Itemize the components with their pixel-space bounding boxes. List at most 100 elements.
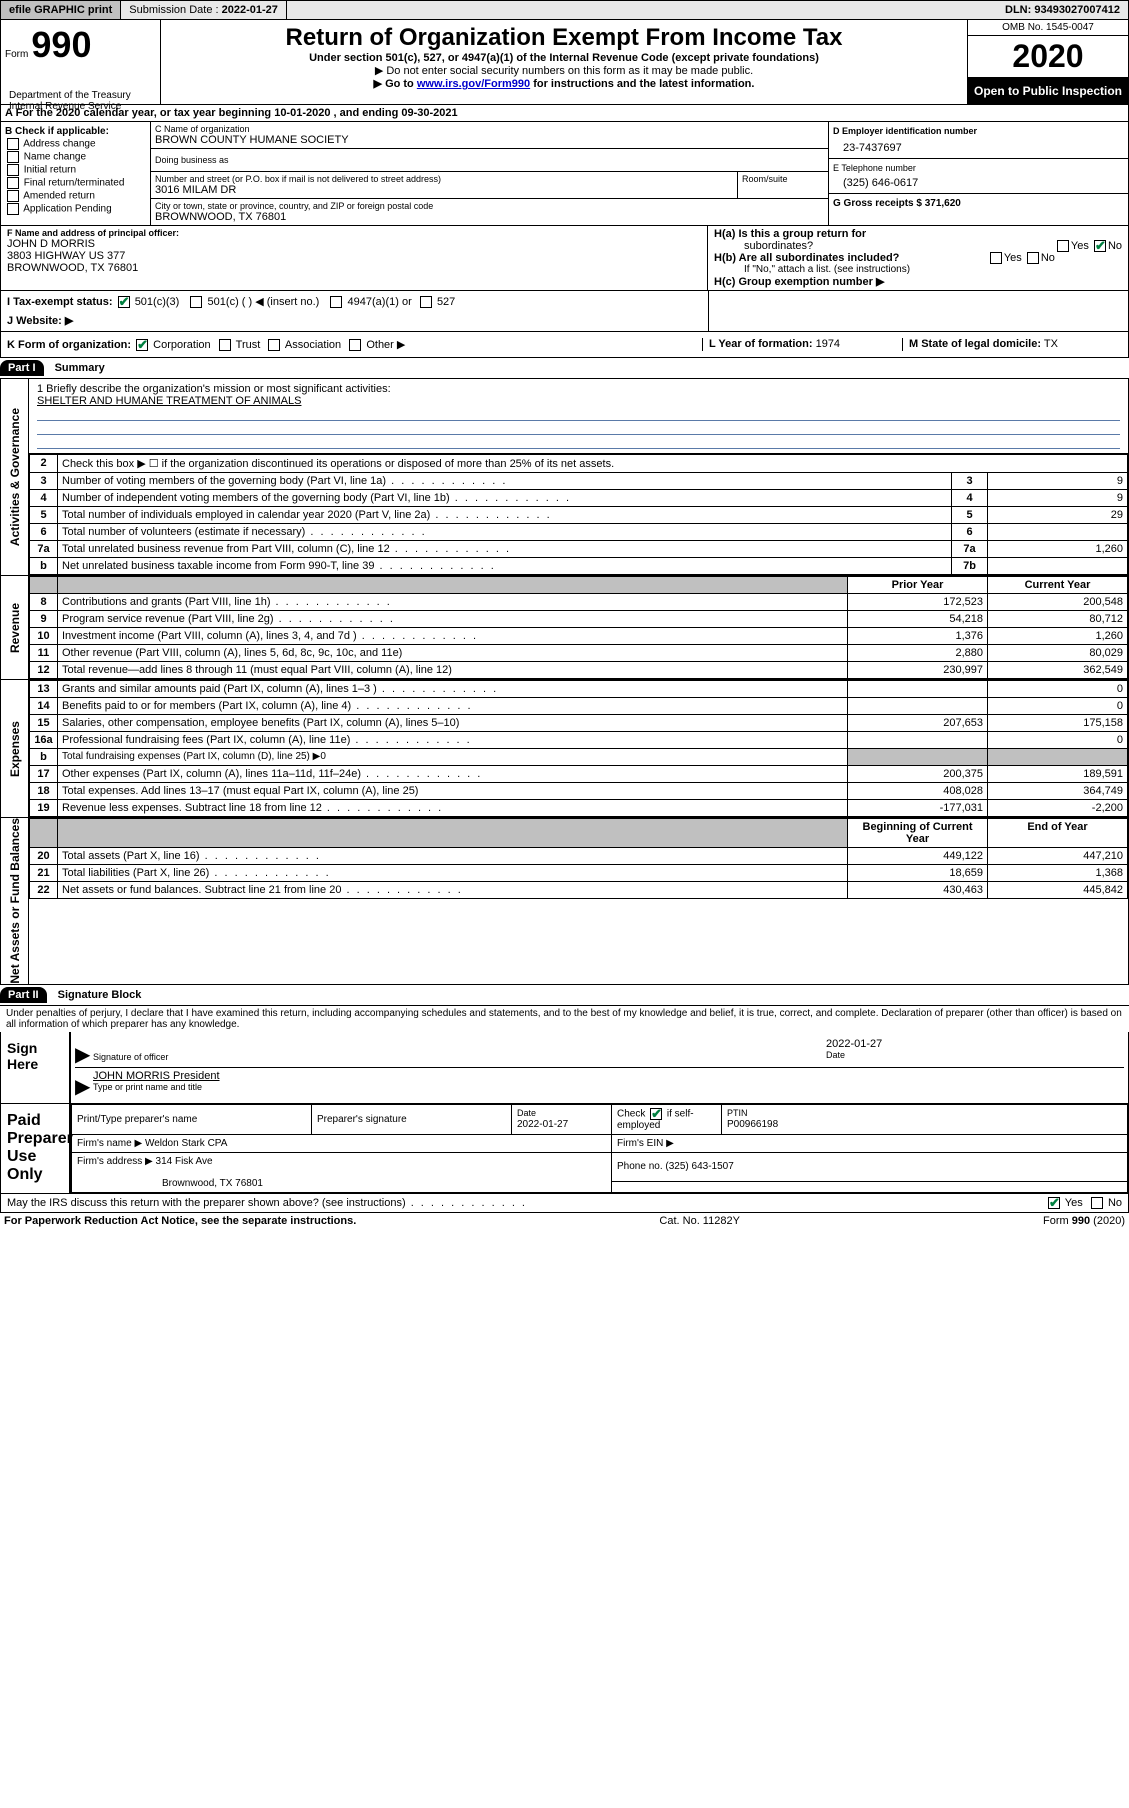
city-value: BROWNWOOD, TX 76801 (155, 211, 824, 223)
q1-label: 1 Briefly describe the organization's mi… (37, 383, 1120, 395)
box-c: C Name of organization BROWN COUNTY HUMA… (151, 122, 828, 225)
gov-row: 6Total number of volunteers (estimate if… (30, 524, 1128, 541)
footer-mid: Cat. No. 11282Y (659, 1215, 740, 1227)
form-number: 990 (31, 24, 91, 65)
exp-table: 13Grants and similar amounts paid (Part … (29, 680, 1128, 817)
gov-row: bNet unrelated business taxable income f… (30, 558, 1128, 575)
part1-title: Summary (47, 362, 105, 374)
omb-number: OMB No. 1545-0047 (968, 20, 1128, 36)
exp-row: bTotal fundraising expenses (Part IX, co… (30, 749, 1128, 766)
year-header-row: Prior YearCurrent Year (30, 577, 1128, 594)
part1-header-row: Part I Summary (0, 358, 1129, 379)
chk-final[interactable]: Final return/terminated (5, 177, 146, 189)
street-label: Number and street (or P.O. box if mail i… (155, 174, 733, 184)
q1-value: SHELTER AND HUMANE TREATMENT OF ANIMALS (37, 395, 1120, 407)
chk-initial[interactable]: Initial return (5, 164, 146, 176)
website-line: J Website: ▶ (7, 314, 702, 327)
chk-assoc[interactable] (268, 339, 280, 351)
rev-row: 10Investment income (Part VIII, column (… (30, 628, 1128, 645)
chk-other[interactable] (349, 339, 361, 351)
tax-year: 2020 (968, 36, 1128, 78)
officer-block: F Name and address of principal officer:… (1, 226, 708, 290)
phone-block: E Telephone number (325) 646-0617 (829, 159, 1128, 194)
sig-name-value: JOHN MORRIS President (93, 1070, 1122, 1082)
rule3 (37, 435, 1120, 449)
sig-officer-field: Signature of officer (91, 1036, 824, 1067)
discuss-no[interactable] (1091, 1197, 1103, 1209)
footer-left: For Paperwork Reduction Act Notice, see … (4, 1215, 356, 1227)
note2-suffix: for instructions and the latest informat… (533, 78, 754, 90)
exp-row: 16aProfessional fundraising fees (Part I… (30, 732, 1128, 749)
discuss-yes[interactable] (1048, 1197, 1060, 1209)
period-row: A For the 2020 calendar year, or tax yea… (0, 105, 1129, 122)
chk-527[interactable] (420, 296, 432, 308)
discuss-row: May the IRS discuss this return with the… (0, 1194, 1129, 1213)
chk-corp[interactable] (136, 339, 148, 351)
ha-no[interactable] (1094, 240, 1106, 252)
chk-selfemp[interactable] (650, 1108, 662, 1120)
sig-date-field: 2022-01-27 Date (824, 1036, 1124, 1067)
preparer-section: Paid Preparer Use Only Print/Type prepar… (0, 1104, 1129, 1194)
part1-badge: Part I (0, 360, 44, 376)
phone-value: (325) 646-0617 (833, 173, 1124, 189)
firm-phone-cell: Phone no. (325) 643-1507 (612, 1152, 1128, 1181)
top-bar: efile GRAPHIC print Submission Date : 20… (0, 0, 1129, 20)
expenses-section: Expenses 13Grants and similar amounts pa… (0, 680, 1129, 818)
m-value: TX (1044, 338, 1058, 350)
org-name-label: C Name of organization (155, 124, 824, 134)
chk-4947[interactable] (330, 296, 342, 308)
hb-no[interactable] (1027, 252, 1039, 264)
irs-link[interactable]: www.irs.gov/Form990 (417, 78, 530, 90)
submission-date: 2022-01-27 (222, 4, 278, 16)
chk-address[interactable]: Address change (5, 138, 146, 150)
expenses-body: 13Grants and similar amounts paid (Part … (29, 680, 1128, 817)
ein-block: D Employer identification number 23-7437… (829, 122, 1128, 159)
exp-row: 19Revenue less expenses. Subtract line 1… (30, 800, 1128, 817)
discuss-options: Yes No (1046, 1197, 1122, 1209)
rev-row: 11Other revenue (Part VIII, column (A), … (30, 645, 1128, 662)
net-row: 21Total liabilities (Part X, line 26)18,… (30, 865, 1128, 882)
sig-date-value: 2022-01-27 (826, 1038, 1122, 1050)
firm-addr-cell: Firm's address ▶ 314 Fisk Ave Brownwood,… (72, 1152, 612, 1192)
chk-trust[interactable] (219, 339, 231, 351)
declaration-text: Under penalties of perjury, I declare th… (0, 1006, 1129, 1032)
sig-date-label: Date (826, 1050, 1122, 1060)
chk-501c[interactable] (190, 296, 202, 308)
ha-sub: subordinates? (714, 240, 813, 252)
rule2 (37, 421, 1120, 435)
street-block: Number and street (or P.O. box if mail i… (151, 172, 738, 198)
officer-row: F Name and address of principal officer:… (0, 226, 1129, 291)
prep-row1: Print/Type preparer's name Preparer's si… (72, 1104, 1128, 1134)
note-ssn: ▶ Do not enter social security numbers o… (165, 64, 963, 77)
gross-block: G Gross receipts $ 371,620 (829, 194, 1128, 213)
chk-pending[interactable]: Application Pending (5, 203, 146, 215)
room-block: Room/suite (738, 172, 828, 198)
preparer-body: Print/Type preparer's name Preparer's si… (71, 1104, 1128, 1193)
form-title: Return of Organization Exempt From Incom… (165, 24, 963, 52)
chk-name[interactable]: Name change (5, 151, 146, 163)
prep-ptin-cell: PTINP00966198 (722, 1104, 1128, 1134)
ha-yes[interactable] (1057, 240, 1069, 252)
arrow-icon: ▶ (75, 1036, 91, 1067)
l-block: L Year of formation: 1974 (702, 338, 902, 351)
m-label: M State of legal domicile: (909, 338, 1041, 350)
side-netassets: Net Assets or Fund Balances (1, 818, 29, 984)
status-right-spacer (708, 291, 1128, 331)
efile-button[interactable]: efile GRAPHIC print (1, 1, 121, 19)
hb-yes[interactable] (990, 252, 1002, 264)
chk-amended[interactable]: Amended return (5, 190, 146, 202)
note-link: ▶ Go to www.irs.gov/Form990 for instruct… (165, 77, 963, 90)
preparer-table: Print/Type preparer's name Preparer's si… (71, 1104, 1128, 1193)
gross-label: G Gross receipts $ (833, 198, 922, 209)
l-label: L Year of formation: (709, 338, 813, 350)
k-form-block: K Form of organization: Corporation Trus… (7, 338, 702, 351)
chk-501c3[interactable] (118, 296, 130, 308)
dept-line1: Department of the Treasury (9, 90, 152, 101)
hb-row: H(b) Are all subordinates included? Yes … (714, 252, 1122, 275)
note2-prefix: ▶ Go to (374, 78, 417, 90)
phone-label: E Telephone number (833, 163, 1124, 173)
hc-label: H(c) Group exemption number ▶ (714, 276, 884, 288)
dln-cell: DLN: 93493027007412 (997, 1, 1128, 19)
gov-row: 7aTotal unrelated business revenue from … (30, 541, 1128, 558)
box-b-label: B Check if applicable: (5, 126, 109, 137)
